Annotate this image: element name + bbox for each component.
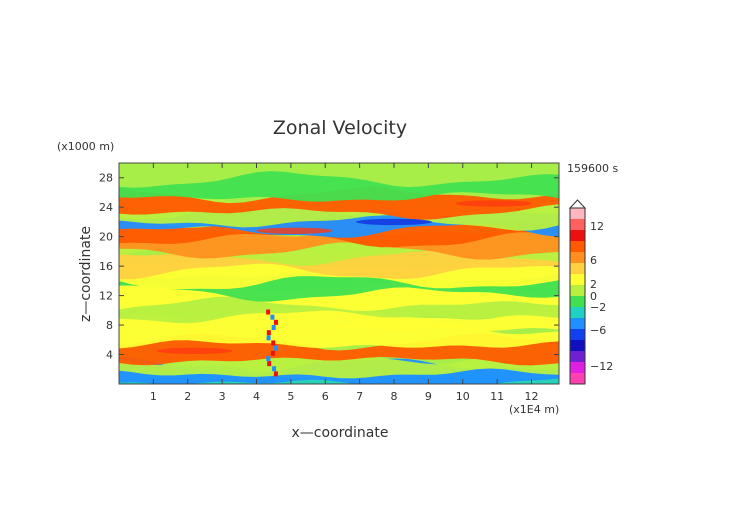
disturbance-cell	[271, 325, 276, 331]
velocity-band	[119, 304, 559, 335]
disturbance-cell	[266, 330, 271, 336]
colorbar-label: −6	[590, 324, 606, 337]
colorbar-swatch	[570, 373, 585, 385]
y-tick-label: 4	[106, 349, 113, 362]
x-tick-label: 4	[253, 390, 260, 403]
plot-frame	[118, 162, 560, 385]
colorbar-swatch	[570, 263, 585, 275]
colorbar-label: 2	[590, 278, 597, 291]
colorbar-label: 12	[590, 220, 604, 233]
time-label: 159600 s	[567, 162, 618, 175]
disturbance-cell	[266, 309, 271, 315]
y-tick-label: 20	[99, 231, 113, 244]
disturbance-cell	[272, 366, 277, 372]
x-axis-title: x—coordinate	[292, 425, 389, 441]
x-tick-group: 1 2 3 4 5 6 7 8 9 10 11 12	[150, 163, 539, 403]
y-axis-title: z—coordinate	[78, 226, 94, 322]
disturbance-cell	[270, 350, 275, 356]
colorbar-label: −2	[590, 301, 606, 314]
y-tick-label: 24	[99, 201, 113, 214]
colorbar-label: 6	[590, 254, 597, 267]
x-tick-label: 2	[184, 390, 191, 403]
colorbar-swatch	[570, 329, 585, 341]
disturbance-cell	[269, 376, 274, 382]
colorbar-swatch	[570, 241, 585, 253]
disturbance-cell	[266, 335, 271, 341]
velocity-band	[119, 186, 559, 220]
velocity-core	[156, 347, 233, 355]
x-tick-label: 1	[150, 390, 157, 403]
x-tick-label: 10	[456, 390, 470, 403]
colorbar: 12 6 20−2 −6 −12	[568, 199, 613, 385]
colorbar-swatch	[570, 318, 585, 330]
x-unit-label: (x1E4 m)	[509, 403, 559, 416]
colorbar-swatch	[570, 208, 585, 220]
x-tick-label: 8	[391, 390, 398, 403]
colorbar-frame	[569, 207, 586, 385]
colorbar-swatch	[570, 219, 585, 231]
colorbar-swatch	[570, 307, 585, 319]
disturbance-cell	[266, 355, 271, 361]
x-tick-label: 12	[525, 390, 539, 403]
disturbance-cell	[271, 340, 276, 346]
colorbar-label: −12	[590, 360, 613, 373]
colorbar-swatch	[570, 340, 585, 352]
disturbance-cell	[267, 361, 272, 367]
x-tick-label: 5	[287, 390, 294, 403]
velocity-core	[256, 227, 333, 234]
colorbar-label: 0	[590, 290, 597, 303]
y-tick-group: 4 8 12 16 20 24 28	[99, 172, 559, 362]
x-tick-label: 6	[322, 390, 329, 403]
colorbar-swatch	[570, 362, 585, 374]
velocity-core	[455, 200, 532, 207]
y-tick-label: 28	[99, 172, 113, 185]
x-tick-label: 9	[425, 390, 432, 403]
disturbance-cell	[274, 319, 279, 325]
disturbance-cell	[274, 345, 279, 351]
colorbar-swatch	[570, 285, 585, 297]
chart-title: Zonal Velocity	[273, 117, 407, 139]
colorbar-extend-arrow	[568, 199, 587, 209]
colorbar-swatch	[570, 274, 585, 286]
y-tick-label: 12	[99, 290, 113, 303]
velocity-band	[119, 171, 559, 202]
colorbar-swatch	[570, 351, 585, 363]
y-unit-label: (x1000 m)	[57, 140, 114, 153]
velocity-band	[119, 248, 559, 280]
colorbar-swatch	[570, 230, 585, 242]
x-tick-label: 3	[219, 390, 226, 403]
y-tick-label: 16	[99, 260, 113, 273]
velocity-field	[119, 163, 559, 384]
disturbance-cell	[273, 371, 278, 377]
disturbance-cell	[270, 314, 275, 320]
x-tick-label: 7	[356, 390, 363, 403]
velocity-core	[356, 218, 432, 226]
y-tick-label: 8	[106, 319, 113, 332]
x-tick-label: 11	[490, 390, 504, 403]
colorbar-swatch	[570, 296, 585, 308]
colorbar-swatch	[570, 252, 585, 264]
velocity-band	[119, 347, 559, 379]
